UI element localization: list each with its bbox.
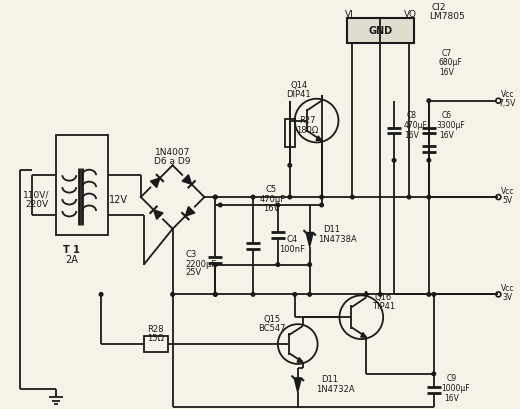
Polygon shape [361,333,366,337]
Circle shape [293,292,296,296]
Circle shape [218,203,222,207]
Circle shape [214,195,217,199]
Text: Vcc: Vcc [501,90,514,99]
Text: 7,5V: 7,5V [499,99,516,108]
Text: D11: D11 [321,375,338,384]
Text: VO: VO [404,10,417,19]
Text: 1N4007: 1N4007 [155,148,190,157]
Circle shape [320,203,323,207]
Circle shape [320,195,323,199]
Text: 220V: 220V [25,200,48,209]
Circle shape [350,195,354,199]
Text: LM7805: LM7805 [429,12,464,21]
Polygon shape [316,136,321,140]
Text: C3: C3 [186,250,197,259]
Text: 16V: 16V [405,131,420,140]
Circle shape [308,263,311,266]
Circle shape [214,195,217,199]
Circle shape [171,292,174,296]
Text: 1000µF: 1000µF [441,384,470,393]
Circle shape [288,195,292,199]
Bar [285,119,295,147]
Text: 16V: 16V [263,204,279,213]
Polygon shape [153,210,163,219]
Text: 15Ω: 15Ω [147,334,164,343]
Text: R27: R27 [300,116,316,125]
Text: C5: C5 [265,184,277,193]
Polygon shape [294,378,301,392]
Polygon shape [182,175,192,184]
Circle shape [251,292,255,296]
Text: C8: C8 [407,111,417,120]
Circle shape [427,159,431,162]
Bar [347,18,414,43]
Text: 1N4738A: 1N4738A [318,235,357,244]
Text: C6: C6 [441,111,452,120]
Text: C4: C4 [286,235,297,244]
Text: 110V/: 110V/ [23,191,50,200]
Text: BC547: BC547 [258,324,285,333]
Text: 5V: 5V [502,196,512,204]
Text: Vcc: Vcc [501,187,514,196]
Polygon shape [185,207,195,216]
Polygon shape [297,357,303,362]
Circle shape [308,292,311,296]
Text: T 1: T 1 [63,245,80,255]
Circle shape [214,292,217,296]
Text: 680µF: 680µF [439,58,463,67]
Text: C9: C9 [447,374,457,383]
Circle shape [432,372,436,375]
Text: 470µF: 470µF [260,195,286,204]
Text: 16V: 16V [444,394,459,403]
Text: D6 a D9: D6 a D9 [154,157,191,166]
Bar [56,135,108,235]
Text: R28: R28 [148,325,164,334]
Text: 3V: 3V [502,293,512,302]
Text: Q15: Q15 [263,315,280,324]
Polygon shape [306,233,313,247]
Text: D11: D11 [323,225,340,234]
Text: VI: VI [345,10,354,19]
Text: TIP41: TIP41 [372,302,395,311]
Text: GND: GND [369,26,393,36]
Text: Vcc: Vcc [501,284,514,293]
Circle shape [276,203,280,207]
Text: CI2: CI2 [432,3,446,12]
Circle shape [365,292,368,296]
Text: 180Ω: 180Ω [296,126,319,135]
Text: 16V: 16V [439,131,454,140]
Text: 1N4732A: 1N4732A [316,385,355,394]
Circle shape [407,195,411,199]
Circle shape [427,292,431,296]
Circle shape [432,292,436,296]
Circle shape [379,292,382,296]
Text: 12V: 12V [109,195,127,205]
Circle shape [288,164,292,167]
Bar [144,336,167,352]
Circle shape [214,292,217,296]
Polygon shape [150,178,160,187]
Circle shape [214,263,217,266]
Circle shape [427,99,431,103]
Circle shape [99,292,103,296]
Text: 470µF: 470µF [404,121,428,130]
Text: DIP41: DIP41 [287,90,311,99]
Text: C7: C7 [441,49,452,58]
Text: 2A: 2A [65,255,77,265]
Circle shape [392,159,396,162]
Circle shape [276,263,280,266]
Text: 2200µF: 2200µF [186,260,217,269]
Circle shape [251,195,255,199]
Text: 25V: 25V [186,268,202,277]
Text: 16V: 16V [439,68,454,77]
Text: 3300µF: 3300µF [436,121,465,130]
Text: Q14: Q14 [290,81,307,90]
Text: Q16: Q16 [374,293,392,302]
Circle shape [427,195,431,199]
Text: 100nF: 100nF [279,245,305,254]
